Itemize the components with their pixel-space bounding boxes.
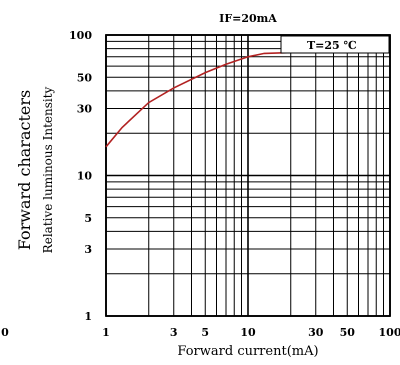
grid bbox=[105, 34, 391, 317]
series-line-0 bbox=[105, 51, 291, 148]
annotation-box bbox=[280, 35, 390, 54]
x-tick-label: 3 bbox=[170, 326, 178, 339]
x-axis-label: Forward current(mA) bbox=[177, 344, 318, 359]
y-tick-label: 50 bbox=[77, 71, 93, 84]
x-tick-labels: 1 3 5 10 30 50 100 bbox=[102, 326, 400, 339]
series-layer bbox=[105, 51, 291, 148]
y-tick-label: 100 bbox=[69, 29, 92, 42]
x-tick-label: 30 bbox=[308, 326, 324, 339]
y-tick-labels: 1 3 5 10 30 50 100 bbox=[69, 29, 92, 323]
y-axis-label-2: Relative luminous Intensity bbox=[41, 86, 55, 253]
y-tick-label: 3 bbox=[84, 243, 92, 256]
x-tick-label: 100 bbox=[379, 326, 400, 339]
x-tick-label: 1 bbox=[102, 326, 110, 339]
x-tick-label: 5 bbox=[201, 326, 209, 339]
x-tick-label: 10 bbox=[240, 326, 256, 339]
x-tick-label: 50 bbox=[340, 326, 356, 339]
chart-title: IF=20mA bbox=[219, 12, 277, 25]
y-tick-label: 10 bbox=[77, 170, 93, 183]
y-tick-label: 30 bbox=[77, 102, 93, 115]
y-tick-label: 1 bbox=[84, 310, 92, 323]
plot-frame bbox=[105, 34, 391, 317]
edge-label: 0 bbox=[1, 326, 9, 339]
y-tick-label: 5 bbox=[84, 212, 92, 225]
annotation-text: T=25 ℃ bbox=[307, 39, 357, 52]
y-axis-label-1: Forward characters bbox=[15, 90, 34, 250]
